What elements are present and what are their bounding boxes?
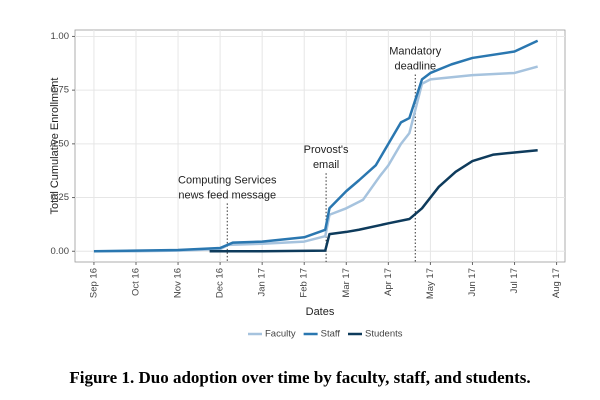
legend-label: Faculty: [265, 329, 296, 340]
series-line: [209, 149, 538, 253]
x-tick-label: Nov 16: [173, 268, 184, 298]
x-tick-label: Apr 17: [383, 268, 394, 296]
x-tick-label: May 17: [425, 268, 436, 299]
y-tick-label: 1.00: [51, 31, 70, 42]
annotation-text: email: [313, 159, 339, 171]
x-axis-label: Dates: [306, 306, 335, 318]
annotation-text: Computing Services: [178, 174, 277, 186]
x-tick-label: Mar 17: [341, 268, 352, 298]
x-tick-label: Feb 17: [299, 268, 310, 298]
annotation-text: Provost's: [304, 144, 349, 156]
legend-label: Staff: [321, 329, 341, 340]
annotation-text: deadline: [394, 60, 436, 72]
annotation-text: Mandatory: [389, 45, 441, 57]
annotation-text: news feed message: [178, 189, 276, 201]
x-tick-label: Dec 16: [215, 268, 226, 298]
plot-area: [74, 29, 566, 263]
y-axis-label: Total Cumulative Enrollment: [49, 78, 61, 215]
x-tick-label: Jan 17: [257, 268, 268, 297]
x-tick-label: Jun 17: [467, 268, 478, 297]
caption: Figure 1. Duo adoption over time by facu…: [69, 368, 530, 387]
series-line: [93, 39, 539, 253]
x-tick-label: Aug 17: [551, 268, 562, 298]
legend-label: Students: [365, 329, 403, 340]
x-tick-label: Sep 16: [88, 268, 99, 298]
y-tick-label: 0.50: [51, 138, 70, 149]
y-tick-label: 0.25: [51, 192, 70, 203]
x-tick-label: Jul 17: [509, 268, 520, 293]
y-tick-label: 0.00: [51, 246, 70, 257]
x-tick-label: Oct 16: [131, 268, 142, 296]
y-tick-label: 0.75: [51, 85, 70, 96]
